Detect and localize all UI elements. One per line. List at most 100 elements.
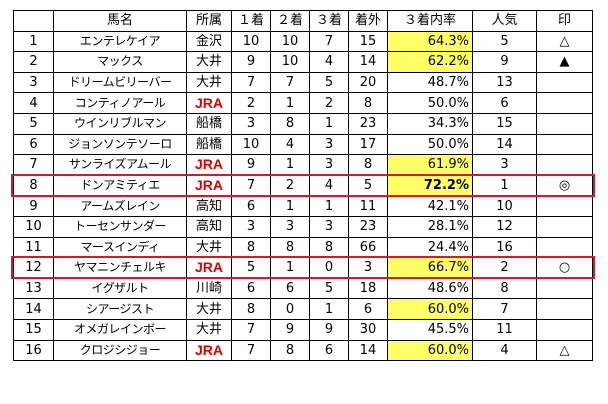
cell-popularity: 14: [472, 133, 537, 156]
cell-first: 10: [231, 30, 271, 53]
cell-affiliation: JRA: [186, 92, 232, 114]
cell-no: 3: [13, 71, 54, 94]
cell-third: 8: [309, 236, 349, 259]
table-row: 7 サンライズアムール JRA 9 1 3 8 61.9% 3: [13, 154, 593, 176]
cell-mark: [536, 195, 593, 217]
cell-popularity: 3: [472, 154, 537, 176]
cell-horse-name: オメガレインボー: [53, 318, 187, 341]
cell-out: 8: [348, 92, 388, 114]
cell-no: 10: [13, 215, 54, 238]
cell-popularity: 16: [472, 236, 537, 259]
cell-no: 12: [13, 257, 54, 279]
cell-popularity: 11: [472, 318, 537, 341]
cell-popularity: 1: [472, 174, 537, 197]
cell-second: 8: [270, 112, 310, 135]
cell-popularity: 12: [472, 215, 537, 238]
cell-mark: [536, 71, 593, 94]
cell-popularity: 6: [472, 92, 537, 114]
cell-second: 2: [270, 174, 310, 197]
cell-affiliation: 大井: [186, 236, 232, 259]
cell-popularity: 8: [472, 277, 537, 300]
cell-mark: [536, 236, 593, 259]
header-top3-rate: ３着内率: [387, 10, 473, 32]
cell-out: 20: [348, 71, 388, 94]
cell-popularity: 7: [472, 298, 537, 320]
cell-out: 23: [348, 215, 388, 238]
cell-first: 7: [231, 318, 271, 341]
cell-first: 7: [231, 71, 271, 94]
cell-third: 1: [309, 298, 349, 320]
cell-top3-rate: 24.4%: [387, 236, 473, 259]
cell-top3-rate: 42.1%: [387, 195, 473, 217]
cell-top3-rate: 60.0%: [387, 298, 473, 320]
cell-third: 6: [309, 339, 349, 362]
cell-no: 5: [13, 112, 54, 135]
cell-mark: [536, 133, 593, 156]
cell-mark: ▲: [536, 51, 593, 73]
table-row: 5 ウインリブルマン 船橋 3 8 1 23 34.3% 15: [13, 112, 593, 135]
cell-third: 1: [309, 112, 349, 135]
cell-no: 15: [13, 318, 54, 341]
cell-top3-rate: 61.9%: [387, 154, 473, 176]
cell-top3-rate: 48.6%: [387, 277, 473, 300]
cell-mark: [536, 112, 593, 135]
cell-out: 23: [348, 112, 388, 135]
cell-no: 8: [13, 174, 54, 197]
cell-popularity: 2: [472, 257, 537, 279]
cell-mark: ○: [536, 257, 593, 279]
cell-third: 3: [309, 215, 349, 238]
cell-mark: ◎: [536, 174, 593, 197]
cell-out: 11: [348, 195, 388, 217]
header-third: ３着: [309, 10, 349, 32]
cell-second: 9: [270, 318, 310, 341]
header-no: [13, 10, 54, 32]
table-row: 2 マックス 大井 9 10 4 14 62.2% 9 ▲: [13, 51, 593, 73]
cell-first: 6: [231, 277, 271, 300]
cell-horse-name: マックス: [53, 51, 187, 73]
cell-third: 5: [309, 277, 349, 300]
cell-second: 6: [270, 277, 310, 300]
cell-third: 7: [309, 30, 349, 53]
cell-mark: △: [536, 339, 593, 362]
cell-second: 10: [270, 51, 310, 73]
cell-top3-rate: 45.5%: [387, 318, 473, 341]
cell-second: 3: [270, 215, 310, 238]
cell-first: 7: [231, 339, 271, 362]
cell-second: 0: [270, 298, 310, 320]
header-affiliation: 所属: [186, 10, 232, 32]
table-row: 8 ドンアミティエ JRA 7 2 4 5 72.2% 1 ◎: [13, 174, 593, 197]
cell-first: 8: [231, 298, 271, 320]
cell-top3-rate: 62.2%: [387, 51, 473, 73]
cell-popularity: 9: [472, 51, 537, 73]
cell-no: 11: [13, 236, 54, 259]
cell-top3-rate: 64.3%: [387, 30, 473, 53]
cell-horse-name: ドンアミティエ: [53, 174, 187, 197]
cell-horse-name: ウインリブルマン: [53, 112, 187, 135]
cell-mark: [536, 215, 593, 238]
cell-second: 10: [270, 30, 310, 53]
cell-third: 3: [309, 133, 349, 156]
cell-affiliation: JRA: [186, 154, 232, 176]
cell-first: 6: [231, 195, 271, 217]
cell-affiliation: JRA: [186, 257, 232, 279]
cell-third: 9: [309, 318, 349, 341]
cell-top3-rate: 66.7%: [387, 257, 473, 279]
cell-no: 1: [13, 30, 54, 53]
cell-top3-rate: 48.7%: [387, 71, 473, 94]
table-row: 4 コンティノアール JRA 2 1 2 8 50.0% 6: [13, 92, 593, 114]
cell-mark: [536, 318, 593, 341]
table-row: 6 ジョンソンテソーロ 船橋 10 4 3 17 50.0% 14: [13, 133, 593, 156]
cell-affiliation: 金沢: [186, 30, 232, 53]
cell-horse-name: ジョンソンテソーロ: [53, 133, 187, 156]
cell-out: 8: [348, 154, 388, 176]
cell-second: 1: [270, 154, 310, 176]
cell-third: 5: [309, 71, 349, 94]
cell-second: 8: [270, 236, 310, 259]
cell-popularity: 4: [472, 339, 537, 362]
cell-mark: [536, 277, 593, 300]
cell-first: 3: [231, 112, 271, 135]
cell-top3-rate: 72.2%: [387, 174, 473, 197]
cell-first: 2: [231, 92, 271, 114]
cell-affiliation: 大井: [186, 318, 232, 341]
cell-no: 14: [13, 298, 54, 320]
